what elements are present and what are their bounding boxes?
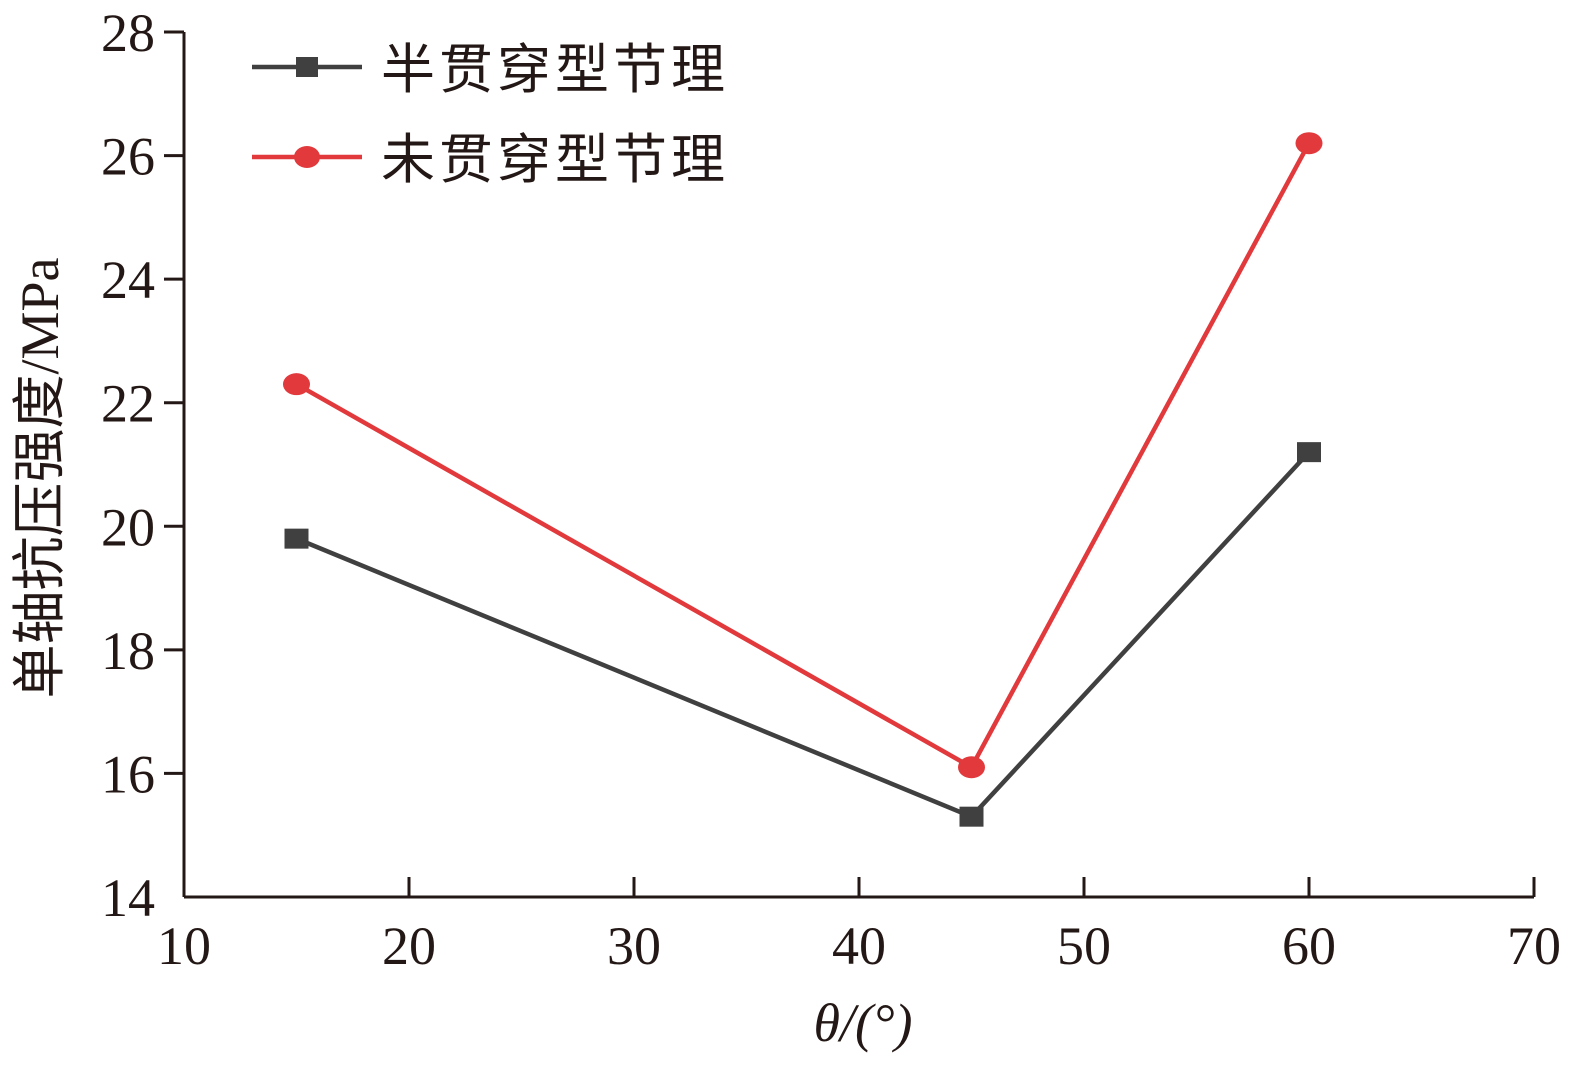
y-tick-label: 18	[101, 621, 155, 681]
series	[283, 132, 1323, 827]
series-2	[283, 132, 1323, 779]
y-tick-label: 24	[101, 250, 155, 310]
legend-entry-1: 半贯穿型节理	[252, 38, 729, 101]
legend-label: 未贯穿型节理	[381, 128, 729, 191]
series-line	[295, 450, 1311, 820]
y-tick-label: 22	[101, 374, 155, 434]
x-tick-label: 30	[607, 916, 661, 976]
data-point-square	[1297, 442, 1321, 463]
x-tick-label: 10	[157, 916, 211, 976]
series-1	[284, 442, 1321, 827]
data-point-circle	[958, 756, 985, 779]
x-ticks: 10 20 30 40 50 60 70	[157, 877, 1561, 976]
y-axis-title-text: 单轴抗压强度/MPa	[10, 257, 70, 698]
y-tick-label: 14	[101, 868, 155, 928]
y-tick-label: 26	[101, 127, 155, 187]
data-point-circle	[1295, 132, 1323, 155]
series-line	[295, 142, 1311, 771]
x-axis-title-text: θ/(°)	[813, 993, 912, 1053]
y-axis-title: 单轴抗压强度/MPa	[10, 257, 70, 698]
data-point-square	[959, 806, 984, 827]
data-point-square	[284, 528, 309, 549]
data-point-circle	[283, 373, 310, 396]
x-tick-label: 50	[1057, 916, 1111, 976]
legend-label: 半贯穿型节理	[381, 38, 729, 101]
legend-entry-2: 未贯穿型节理	[252, 128, 729, 191]
x-tick-label: 60	[1282, 916, 1336, 976]
y-tick-label: 28	[101, 3, 155, 63]
legend-marker-circle	[294, 146, 320, 168]
legend-marker-square	[296, 57, 318, 77]
x-tick-label: 20	[382, 916, 436, 976]
y-tick-label: 16	[101, 744, 155, 804]
x-axis-title: θ/(°)	[813, 993, 912, 1053]
x-tick-label: 40	[832, 916, 886, 976]
y-ticks: 14 16 18 20 22 24 26 28	[101, 3, 184, 928]
x-tick-label: 70	[1507, 916, 1561, 976]
y-tick-label: 20	[101, 497, 155, 557]
